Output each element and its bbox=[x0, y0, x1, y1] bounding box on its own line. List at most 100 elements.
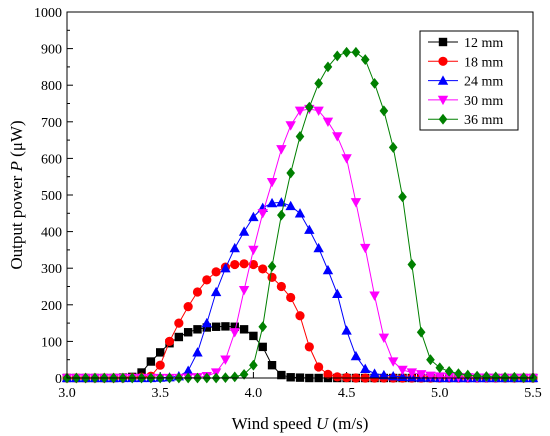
series-18-mm bbox=[62, 259, 538, 383]
data-point bbox=[230, 259, 240, 270]
data-point bbox=[182, 365, 194, 375]
data-point bbox=[313, 106, 324, 117]
y-axis-title: Output power P (μW) bbox=[7, 120, 26, 269]
data-point bbox=[266, 178, 278, 188]
data-point bbox=[229, 242, 240, 253]
data-point bbox=[313, 242, 324, 253]
x-tick-label: 4.5 bbox=[338, 386, 356, 401]
legend-label: 36 mm bbox=[464, 113, 503, 128]
legend-marker bbox=[437, 95, 449, 106]
data-point bbox=[360, 243, 371, 254]
data-point bbox=[370, 77, 379, 89]
data-point bbox=[183, 328, 193, 337]
data-point bbox=[277, 370, 286, 380]
data-point bbox=[304, 224, 315, 234]
data-point bbox=[277, 209, 286, 221]
data-point bbox=[341, 154, 352, 164]
data-point bbox=[211, 322, 221, 331]
data-point bbox=[192, 287, 203, 297]
data-point bbox=[221, 322, 230, 331]
data-point bbox=[369, 368, 380, 378]
data-point bbox=[444, 366, 454, 377]
legend-label: 30 mm bbox=[464, 94, 503, 109]
data-point bbox=[220, 263, 231, 273]
data-point bbox=[294, 208, 306, 218]
data-point bbox=[341, 325, 352, 335]
x-tick-label: 4.0 bbox=[245, 386, 263, 401]
legend: 12 mm 18 mm 24 mm 30 mm 36 mm bbox=[419, 30, 519, 131]
data-point bbox=[220, 355, 231, 365]
y-tick-label: 900 bbox=[41, 43, 62, 58]
legend-label: 18 mm bbox=[464, 55, 503, 70]
data-point bbox=[295, 311, 305, 321]
data-point bbox=[230, 371, 240, 383]
data-point bbox=[415, 370, 427, 380]
data-point bbox=[239, 259, 249, 269]
y-tick-label: 0 bbox=[55, 372, 62, 387]
data-point bbox=[238, 286, 250, 296]
data-point bbox=[397, 365, 408, 376]
data-point bbox=[257, 209, 268, 219]
data-point bbox=[379, 105, 389, 117]
y-tick-label: 300 bbox=[41, 262, 62, 277]
data-point bbox=[426, 354, 435, 366]
data-point bbox=[294, 106, 306, 117]
data-point bbox=[267, 272, 277, 282]
x-tick-label: 5.5 bbox=[524, 386, 542, 401]
data-point bbox=[314, 362, 324, 372]
data-point bbox=[425, 371, 436, 382]
data-point bbox=[249, 331, 258, 341]
data-point bbox=[434, 372, 445, 382]
data-point bbox=[407, 259, 417, 270]
series-line bbox=[67, 263, 533, 379]
data-point bbox=[156, 348, 165, 357]
series-line bbox=[67, 325, 533, 379]
data-point bbox=[192, 347, 203, 357]
legend-label: 12 mm bbox=[464, 36, 503, 51]
data-point bbox=[174, 332, 184, 342]
data-point bbox=[174, 318, 184, 328]
x-tick-label: 3.5 bbox=[151, 386, 169, 401]
data-point bbox=[305, 101, 314, 113]
data-point bbox=[230, 322, 239, 331]
data-point bbox=[267, 360, 277, 370]
data-point bbox=[332, 50, 342, 62]
series-30-mm bbox=[61, 104, 539, 384]
data-point bbox=[472, 370, 482, 382]
x-axis-title: Wind speed U (m/s) bbox=[232, 414, 369, 433]
data-point bbox=[322, 117, 334, 127]
data-point bbox=[342, 46, 351, 58]
data-point bbox=[350, 350, 362, 361]
data-point bbox=[500, 371, 510, 383]
y-tick-label: 200 bbox=[41, 299, 62, 314]
axis-ticks: 3.0 3.5 4.0 4.5 5.0 5.5 0 100 200 300 400 500 600 700… bbox=[34, 6, 542, 401]
data-point bbox=[351, 46, 361, 58]
data-point bbox=[239, 368, 249, 380]
data-point bbox=[388, 357, 399, 367]
series-line bbox=[67, 108, 533, 379]
data-point bbox=[258, 321, 268, 333]
data-point bbox=[491, 371, 501, 383]
data-point bbox=[248, 211, 259, 222]
plot-frame bbox=[66, 11, 534, 379]
x-tick-label: 3.0 bbox=[58, 386, 76, 401]
data-point bbox=[322, 264, 334, 275]
data-point bbox=[406, 368, 418, 378]
data-point bbox=[378, 369, 390, 380]
y-tick-label: 800 bbox=[41, 79, 62, 94]
data-point bbox=[267, 260, 277, 272]
x-tick-label: 5.0 bbox=[431, 386, 449, 401]
data-point bbox=[229, 328, 240, 338]
data-point bbox=[146, 357, 156, 366]
legend-marker bbox=[437, 75, 449, 85]
data-point bbox=[482, 371, 491, 382]
y-tick-label: 500 bbox=[41, 189, 62, 204]
data-point bbox=[202, 323, 211, 332]
data-point bbox=[332, 288, 343, 298]
data-point bbox=[285, 121, 296, 131]
y-tick-label: 400 bbox=[41, 226, 62, 241]
data-point bbox=[388, 142, 398, 153]
data-point bbox=[239, 325, 249, 334]
legend-label: 24 mm bbox=[464, 75, 503, 90]
